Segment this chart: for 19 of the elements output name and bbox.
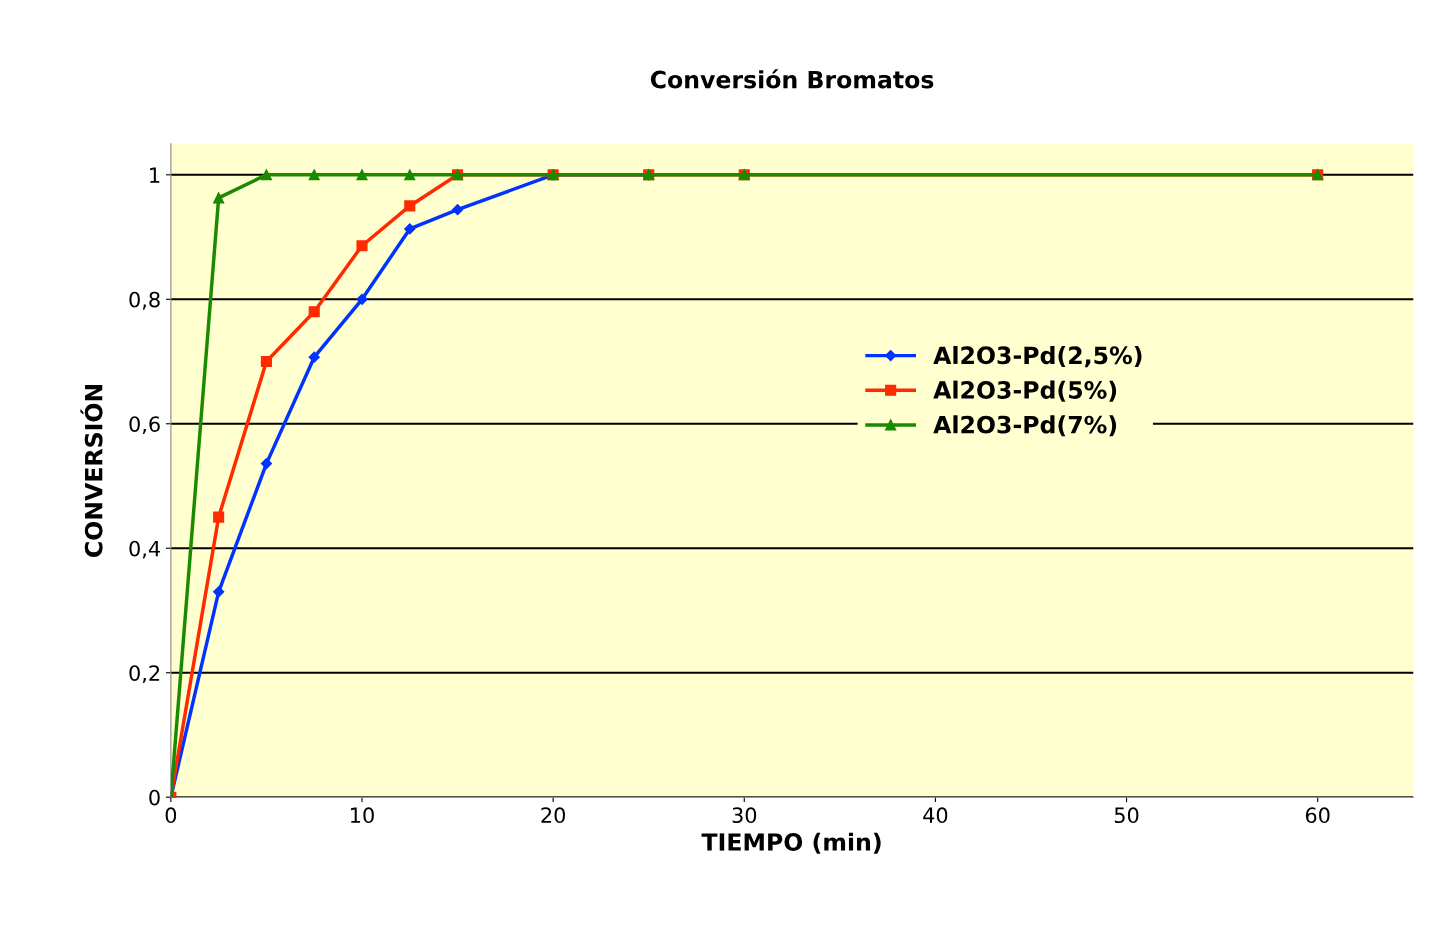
x-tick-label: 60 [1305,807,1330,824]
y-axis-title: CONVERSIÓN [80,384,103,557]
legend-label: Al2O3-Pd(5%) [933,380,1117,402]
y-tick-label: 0 [149,789,160,806]
y-tick-label: 0,6 [129,416,160,435]
chart-title: Conversión Bromatos [650,69,934,89]
y-tick-label: 0,4 [129,540,160,559]
x-tick-label: 30 [732,807,757,824]
y-tick-label: 0,2 [129,665,160,684]
x-tick-label: 0 [165,807,177,824]
y-tick-label: 0,8 [129,291,160,310]
x-tick-label: 10 [351,807,374,824]
y-tick-label: 1 [150,167,160,183]
x-tick-label: 40 [923,807,948,824]
legend-label: Al2O3-Pd(2,5%) [933,345,1142,368]
legend-label: Al2O3-Pd(7%) [933,415,1117,437]
x-tick-label: 20 [541,807,566,824]
x-axis-title: TIEMPO (min) [701,832,881,854]
x-tick-label: 50 [1114,807,1139,824]
